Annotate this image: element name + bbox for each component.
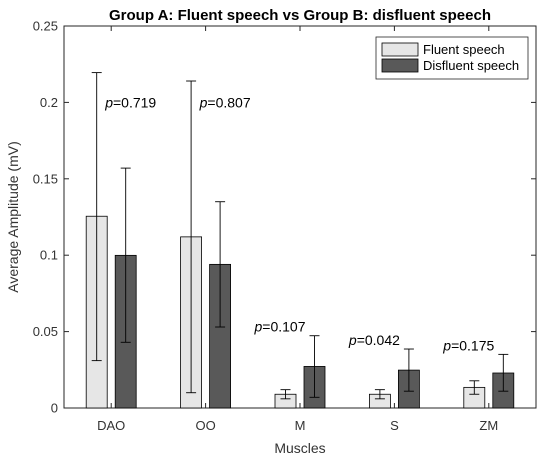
p-value-annotation: p=0.042 [348, 332, 400, 348]
x-tick-label: M [295, 418, 306, 433]
y-tick-label: 0.25 [33, 19, 58, 34]
legend-label: Disfluent speech [423, 58, 519, 73]
x-tick-label: S [390, 418, 399, 433]
y-axis-label: Average Amplitude (mV) [5, 141, 21, 292]
p-value-annotation: p=0.107 [253, 319, 305, 335]
y-tick-label: 0.15 [33, 171, 58, 186]
x-axis-label: Muscles [274, 440, 325, 456]
p-value-annotation: p=0.807 [199, 94, 251, 110]
p-value-annotation: p=0.719 [104, 94, 156, 110]
p-value-annotation: p=0.175 [442, 337, 494, 353]
y-tick-label: 0.2 [40, 95, 58, 110]
legend-swatch [381, 42, 419, 57]
y-tick-label: 0.05 [33, 324, 58, 339]
y-tick-label: 0.1 [40, 248, 58, 263]
x-tick-label: ZM [479, 418, 498, 433]
y-tick-label: 0 [51, 401, 58, 416]
x-tick-label: DAO [97, 418, 125, 433]
legend-label: Fluent speech [423, 42, 505, 57]
chart-title: Group A: Fluent speech vs Group B: disfl… [109, 7, 491, 24]
plot-area: 0 0.05 0.1 0.15 0.2 0.25 DAO p=0.719 OO p=0.807 Mp… [33, 19, 537, 433]
x-tick-label: OO [195, 418, 215, 433]
legend-swatch [381, 58, 419, 73]
